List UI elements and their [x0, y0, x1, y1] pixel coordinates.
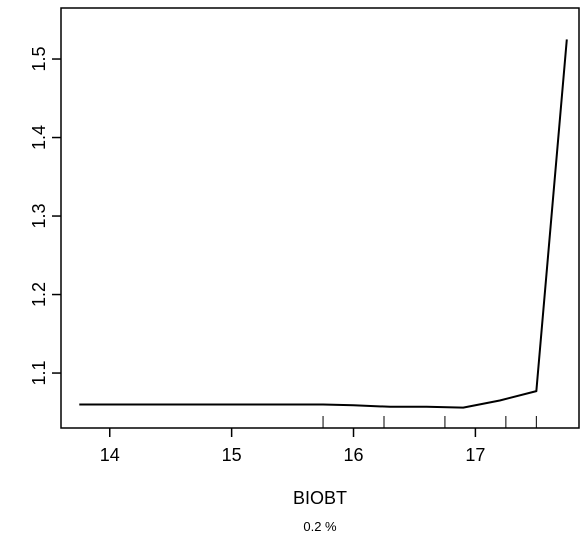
x-axis: 14 15 16 17 [100, 428, 485, 465]
x-tick-label: 15 [222, 445, 242, 465]
y-tick-label: 1.3 [29, 204, 49, 229]
x-tick-label: 16 [344, 445, 364, 465]
x-axis-label: BIOBT [293, 488, 347, 508]
series-line [79, 39, 568, 409]
y-axis: 1.1 1.2 1.3 1.4 1.5 [29, 47, 61, 386]
y-tick-label: 1.5 [29, 47, 49, 72]
subtitle: 0.2 % [303, 519, 337, 534]
x-tick-label: 17 [465, 445, 485, 465]
y-tick-label: 1.1 [29, 361, 49, 386]
rug-marks [322, 416, 537, 428]
plot-frame [60, 7, 580, 429]
series-group [79, 39, 568, 409]
y-tick-label: 1.4 [29, 125, 49, 150]
x-tick-label: 14 [100, 445, 120, 465]
y-tick-label: 1.2 [29, 282, 49, 307]
